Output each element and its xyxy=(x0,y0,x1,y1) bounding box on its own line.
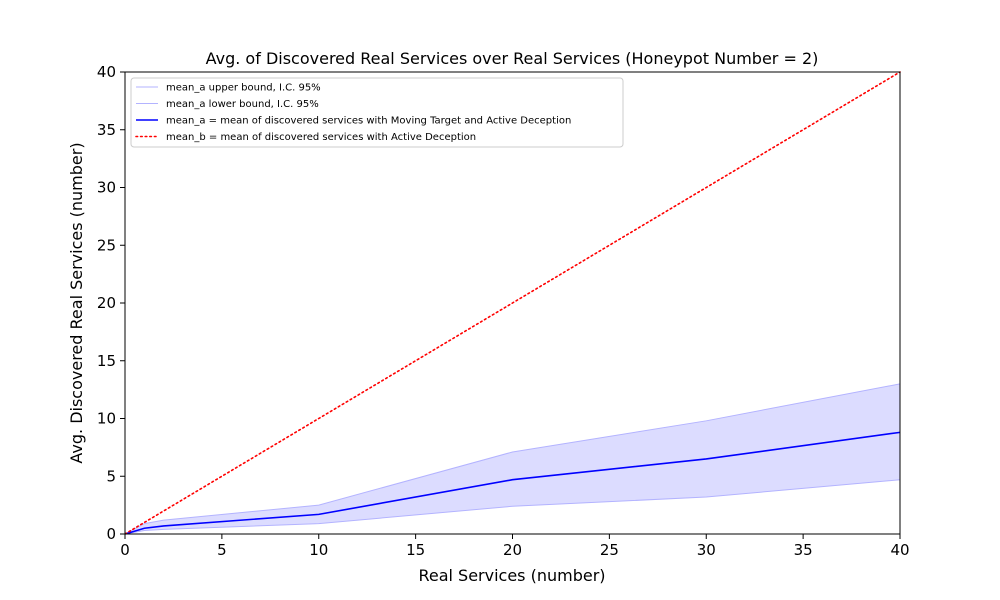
y-tick-label: 25 xyxy=(97,236,116,254)
series-line-3 xyxy=(124,431,901,535)
legend-entry-1: mean_a upper bound, I.C. 95% xyxy=(166,83,321,94)
y-tick-label: 5 xyxy=(106,467,116,485)
x-axis: 0 5 10 15 20 25 30 35 40 xyxy=(120,534,910,559)
chart-title: Avg. of Discovered Real Services over Re… xyxy=(206,49,819,68)
x-tick-label: 5 xyxy=(217,541,227,559)
y-tick-label: 30 xyxy=(97,179,116,197)
y-tick-label: 15 xyxy=(97,352,116,370)
x-tick-label: 15 xyxy=(406,541,425,559)
confidence-band xyxy=(125,383,900,534)
x-tick-label: 20 xyxy=(503,541,522,559)
plot-area xyxy=(124,71,901,535)
series-line-4 xyxy=(124,71,901,535)
y-tick-label: 20 xyxy=(97,294,116,312)
x-tick-label: 25 xyxy=(600,541,619,559)
x-tick-label: 40 xyxy=(890,541,909,559)
y-axis: 0 5 10 15 20 25 30 35 40 xyxy=(97,63,125,543)
legend-entry-3: mean_a = mean of discovered services wit… xyxy=(166,116,571,127)
series-line-1 xyxy=(124,383,901,535)
y-tick-label: 0 xyxy=(106,525,116,543)
legend: mean_a upper bound, I.C. 95% mean_a lower… xyxy=(130,77,624,148)
legend-entry-2: mean_a lower bound, I.C. 95% xyxy=(166,99,319,110)
series-line-2 xyxy=(124,479,901,535)
x-axis-label: Real Services (number) xyxy=(418,566,605,585)
x-tick-label: 10 xyxy=(309,541,328,559)
legend-box xyxy=(130,77,624,148)
y-tick-label: 10 xyxy=(97,410,116,428)
x-tick-label: 30 xyxy=(697,541,716,559)
y-tick-label: 35 xyxy=(97,121,116,139)
x-tick-label: 0 xyxy=(120,541,130,559)
y-tick-label: 40 xyxy=(97,63,116,81)
legend-entry-4: mean_b = mean of discovered services wit… xyxy=(166,132,476,143)
y-axis-label: Avg. Discovered Real Services (number) xyxy=(67,142,86,463)
x-tick-label: 35 xyxy=(794,541,813,559)
